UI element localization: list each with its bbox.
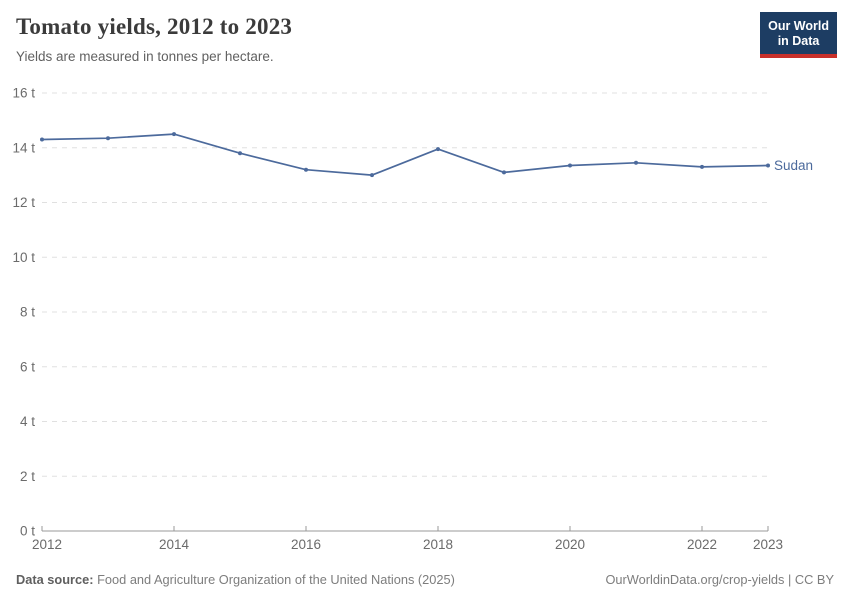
chart-subtitle: Yields are measured in tonnes per hectar… [16, 49, 274, 64]
y-tick-label: 10 t [12, 250, 35, 265]
y-tick-label: 12 t [12, 195, 35, 210]
data-point[interactable] [172, 132, 176, 137]
data-line[interactable] [41, 133, 769, 176]
data-point[interactable] [502, 170, 506, 175]
data-source-label: Data source: [16, 572, 94, 587]
credit-link[interactable]: OurWorldinData.org/crop-yields | CC BY [605, 572, 834, 587]
data-point[interactable] [238, 151, 242, 156]
data-point[interactable] [568, 163, 572, 168]
owid-logo-line1: Our World [768, 19, 829, 33]
data-point[interactable] [700, 164, 704, 169]
data-point[interactable] [634, 160, 638, 165]
y-tick-label: 16 t [12, 86, 35, 101]
page-title: Tomato yields, 2012 to 2023 [16, 14, 293, 39]
x-tick-label: 2014 [159, 537, 190, 552]
chart-footer: Data source: Food and Agriculture Organi… [16, 572, 834, 587]
data-point[interactable] [766, 163, 770, 168]
x-tick-label: 2012 [32, 537, 62, 552]
y-tick-label: 2 t [20, 469, 35, 484]
data-point[interactable] [40, 137, 44, 142]
x-tick-label: 2016 [291, 537, 321, 552]
y-tick-label: 14 t [12, 140, 35, 155]
data-point[interactable] [106, 136, 110, 141]
data-point[interactable] [370, 173, 374, 178]
owid-logo-line2: in Data [777, 33, 820, 48]
data-source: Data source: Food and Agriculture Organi… [16, 572, 455, 587]
series-label[interactable]: Sudan [774, 158, 813, 173]
x-tick-label: 2018 [423, 537, 453, 552]
x-tick-label: 2022 [687, 537, 717, 552]
y-tick-label: 6 t [20, 359, 35, 374]
y-tick-label: 0 t [20, 524, 35, 539]
chart-header: Tomato yields, 2012 to 2023 Yields are m… [16, 14, 292, 64]
data-point[interactable] [304, 167, 308, 172]
x-tick-label: 2020 [555, 537, 585, 552]
x-tick-label: 2023 [753, 537, 783, 552]
y-tick-label: 4 t [20, 414, 35, 429]
y-tick-label: 8 t [20, 305, 35, 320]
data-source-text: Food and Agriculture Organization of the… [97, 572, 455, 587]
data-point[interactable] [436, 147, 440, 152]
owid-logo[interactable]: Our World in Data [760, 12, 837, 58]
